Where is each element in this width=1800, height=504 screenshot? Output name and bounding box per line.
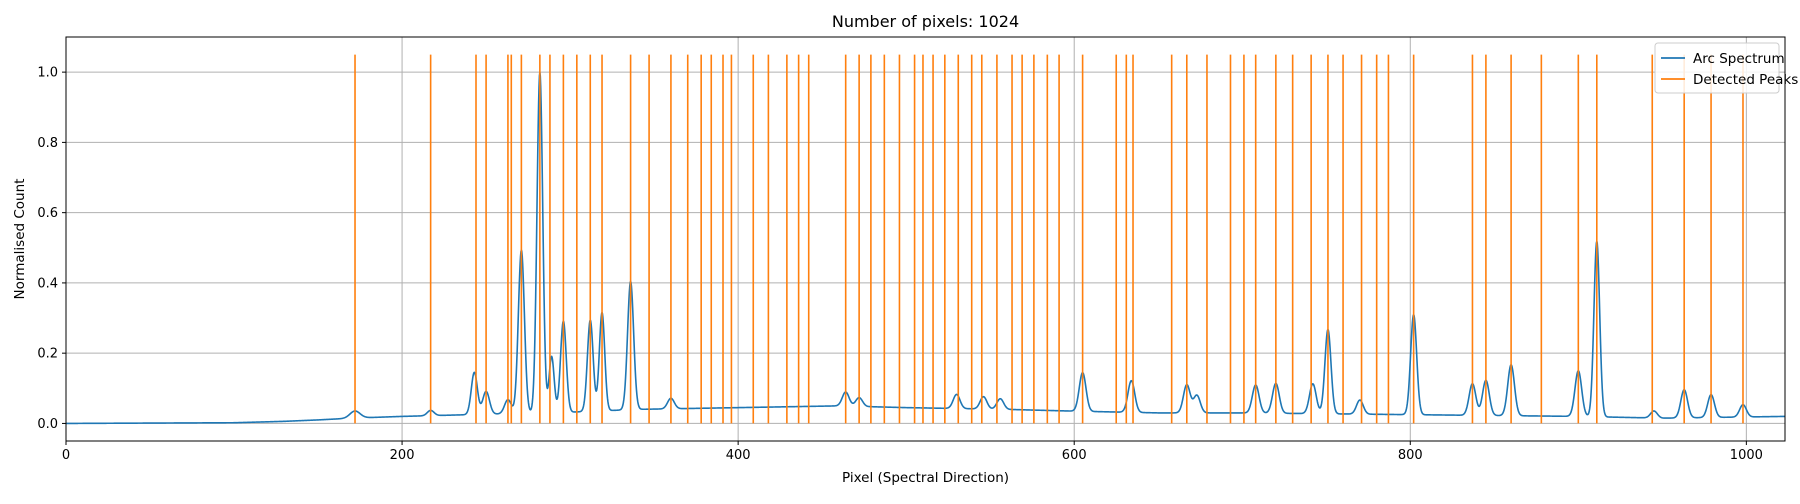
legend: Arc Spectrum Detected Peaks	[1654, 42, 1798, 94]
legend-label: Detected Peaks	[1693, 72, 1798, 88]
plot-frame	[65, 36, 1786, 442]
x-axis-label: Pixel (Spectral Direction)	[842, 470, 1009, 486]
legend-label: Arc Spectrum	[1693, 51, 1785, 67]
x-tick-label: 400	[726, 448, 751, 463]
chart-title: Number of pixels: 1024	[832, 12, 1019, 31]
y-tick-label: 0.6	[37, 206, 58, 221]
y-tick-label: 0.2	[37, 347, 58, 362]
y-tick-label: 0.8	[37, 136, 58, 151]
x-tick-label: 800	[1398, 448, 1423, 463]
y-axis-label: Normalised Count	[12, 179, 28, 300]
axis-ticks: 0 200 400 600 800 1000 0.0 0.2 0.4 0.6 0.8 1.0	[37, 66, 1763, 463]
y-tick-label: 1.0	[37, 66, 58, 81]
x-tick-label: 1000	[1730, 448, 1763, 463]
detected-peaks	[354, 54, 1744, 424]
legend-box	[1654, 42, 1780, 94]
grid	[65, 37, 1785, 441]
x-tick-label: 200	[390, 448, 415, 463]
y-tick-label: 0.0	[37, 417, 58, 432]
x-tick-label: 600	[1062, 448, 1087, 463]
plot-data	[66, 54, 1785, 425]
y-tick-label: 0.4	[37, 276, 58, 291]
x-tick-label: 0	[62, 448, 70, 463]
arc-spectrum-line	[66, 71, 1785, 425]
plot-area	[66, 54, 1785, 425]
